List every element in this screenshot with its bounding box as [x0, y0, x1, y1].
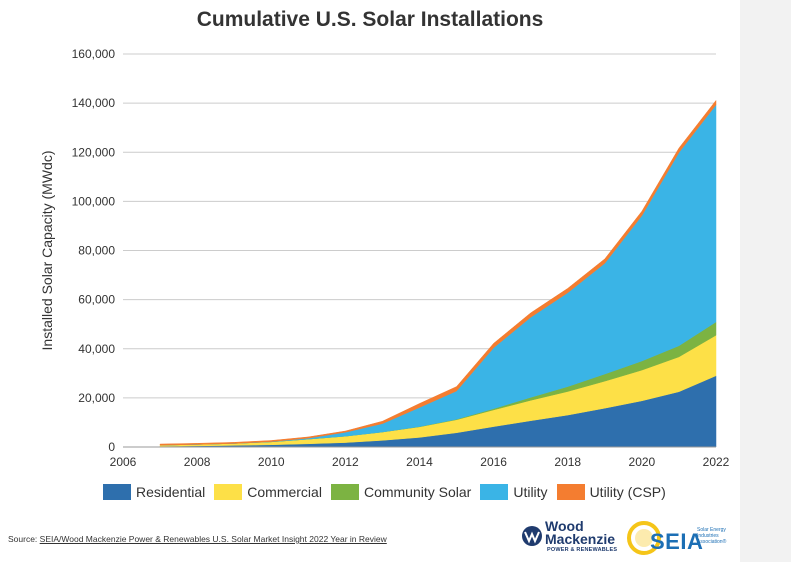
x-tick-label: 2018 [554, 455, 581, 469]
x-tick-label: 2008 [184, 455, 211, 469]
wood-mackenzie-subtitle: POWER & RENEWABLES [547, 547, 618, 553]
legend-item: Commercial [214, 484, 322, 500]
page-margin [740, 0, 791, 562]
source-note: Source: SEIA/Wood Mackenzie Power & Rene… [8, 534, 387, 544]
y-tick-label: 60,000 [78, 293, 115, 307]
y-tick-label: 0 [108, 440, 115, 454]
y-tick-label: 160,000 [72, 47, 116, 61]
legend-label: Utility (CSP) [589, 484, 666, 500]
legend-swatch [103, 484, 131, 500]
legend-label: Commercial [247, 484, 322, 500]
chart-title: Cumulative U.S. Solar Installations [196, 8, 544, 31]
source-link[interactable]: SEIA/Wood Mackenzie Power & Renewables U… [39, 534, 387, 544]
x-tick-label: 2012 [332, 455, 359, 469]
seia-sun-logo-icon [627, 521, 661, 555]
legend-label: Residential [136, 484, 206, 500]
x-tick-label: 2020 [629, 455, 656, 469]
x-tick-label: 2006 [110, 455, 137, 469]
seia-wordmark: SEIA [650, 529, 704, 554]
area-chart: 0 20,000 40,000 60,000 80,000 100,000 120,000 1… [39, 47, 730, 469]
chart-legend: Residential Commercial Community Solar Util… [103, 484, 675, 500]
area-utility-csp [159, 99, 717, 446]
source-prefix: Source: [8, 534, 40, 544]
legend-swatch [330, 484, 359, 500]
x-tick-label: 2010 [258, 455, 285, 469]
y-tick-label: 40,000 [78, 342, 115, 356]
x-tick-label: 2016 [480, 455, 507, 469]
wood-mackenzie-line1: Wood [545, 518, 584, 534]
x-tick-label: 2014 [406, 455, 433, 469]
wood-mackenzie-name: Wood Mackenzie [545, 518, 616, 547]
y-tick-label: 100,000 [72, 194, 116, 208]
legend-swatch [480, 484, 509, 500]
y-tick-label: 120,000 [72, 145, 116, 159]
y-tick-label: 140,000 [72, 96, 116, 110]
legend-item: Community Solar [330, 484, 472, 500]
legend-swatch [214, 484, 243, 500]
legend-label: Community Solar [363, 484, 472, 500]
y-tick-label: 20,000 [78, 391, 115, 405]
legend-item: Utility [480, 484, 548, 500]
wood-mackenzie-line2: Mackenzie [545, 531, 616, 547]
y-tick-label: 80,000 [78, 244, 115, 258]
legend-item: Residential [103, 484, 205, 500]
legend-label: Utility [513, 484, 548, 500]
wood-mackenzie-logo-icon [522, 526, 542, 546]
x-tick-label: 2022 [703, 455, 730, 469]
seia-subtitle: Solar Energy Industries Association® [697, 527, 727, 545]
legend-item: Utility (CSP) [556, 484, 666, 500]
legend-swatch [556, 484, 585, 500]
y-axis-label: Installed Solar Capacity (MWdc) [39, 151, 55, 351]
